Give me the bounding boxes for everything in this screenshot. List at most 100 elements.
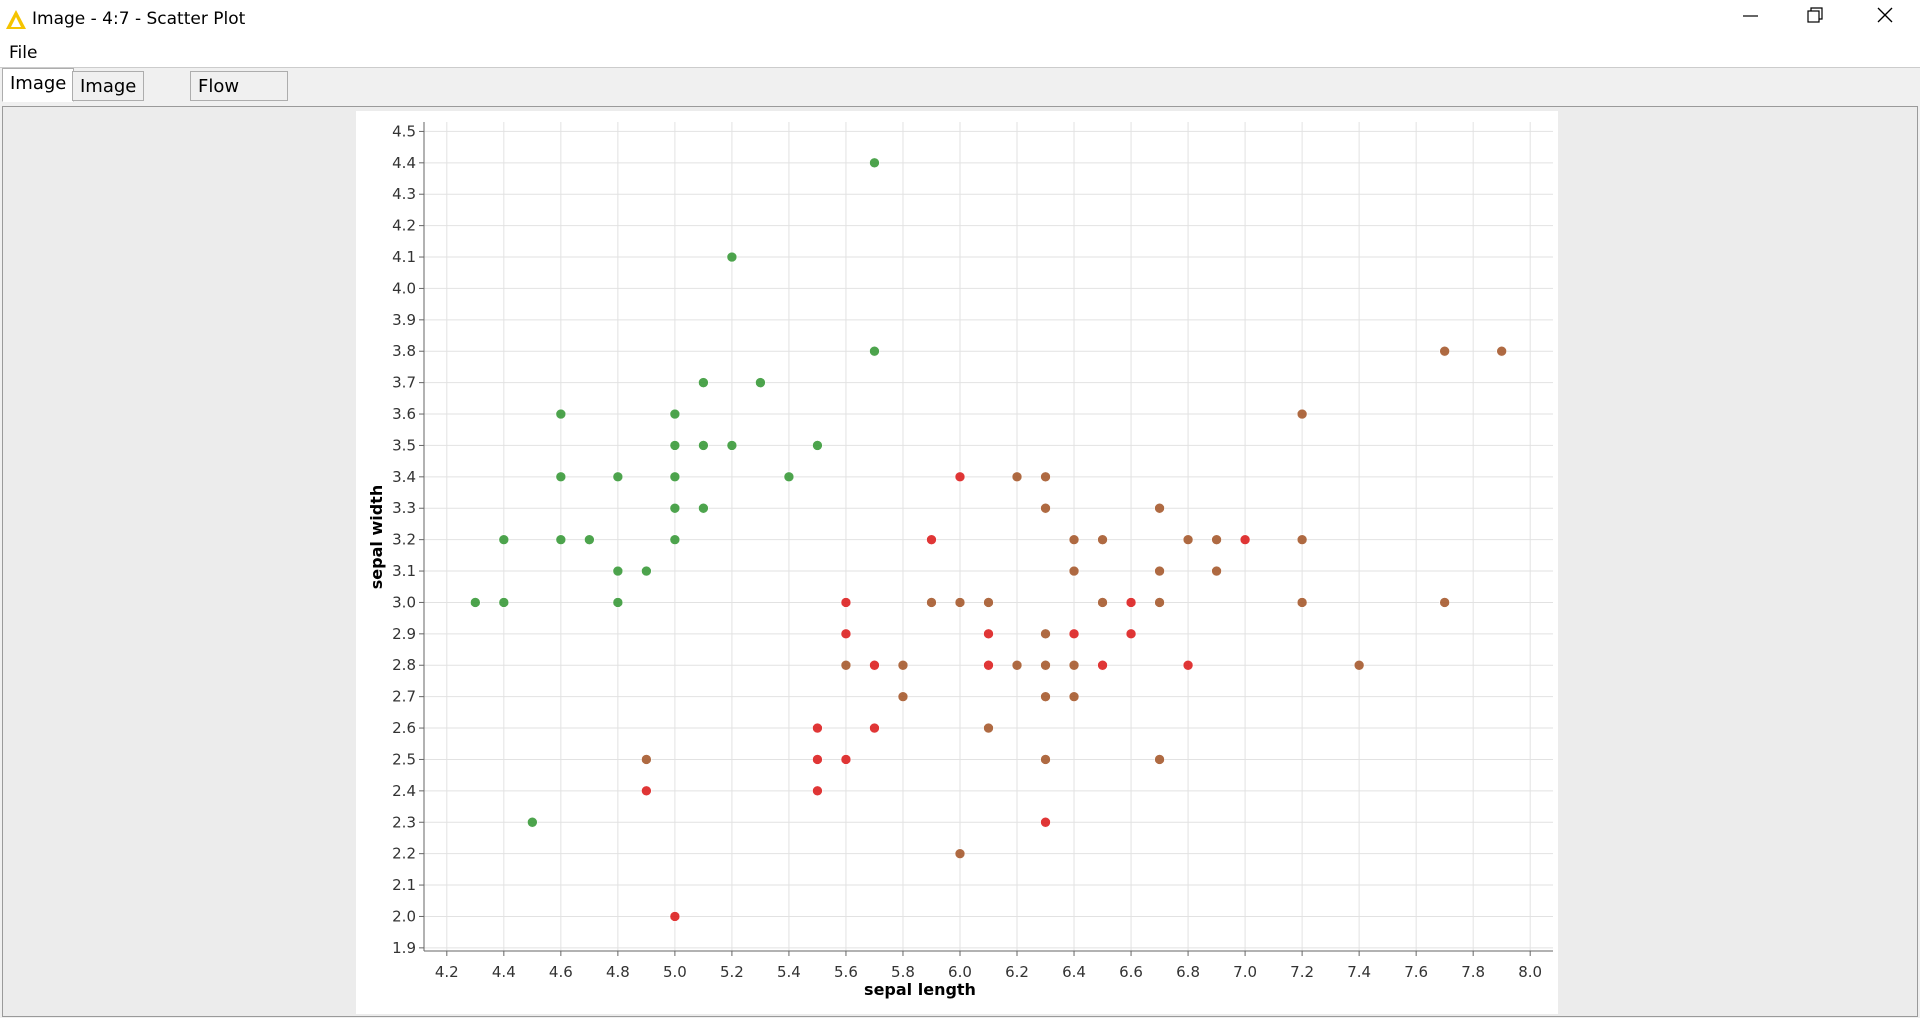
point — [641, 785, 652, 797]
point — [726, 440, 738, 451]
point — [641, 754, 652, 765]
title-bar: Image - 4:7 - Scatter Plot — [0, 0, 1920, 39]
point — [1068, 565, 1080, 577]
y-tick-label: 3.0 — [392, 593, 416, 611]
tab[interactable]: Image — [2, 68, 75, 102]
y-tick-label: 3.7 — [392, 374, 416, 392]
point — [641, 565, 652, 577]
point — [954, 597, 966, 608]
point — [1239, 534, 1251, 545]
point — [840, 597, 852, 608]
point — [470, 597, 481, 608]
point — [926, 534, 937, 545]
y-tick-label: 2.1 — [392, 876, 416, 894]
point — [1068, 534, 1080, 545]
point — [1068, 659, 1080, 671]
y-tick-label: 3.9 — [392, 311, 416, 329]
tab[interactable]: Image Spec — [72, 71, 145, 127]
point — [698, 502, 709, 514]
point — [755, 377, 766, 388]
menu-item[interactable]: File — [9, 43, 38, 63]
x-tick-label: 4.6 — [549, 963, 573, 981]
point — [1125, 628, 1137, 640]
point — [983, 659, 994, 671]
point — [954, 471, 966, 483]
point — [698, 440, 709, 451]
point — [1040, 471, 1051, 483]
app-icon — [6, 10, 26, 29]
point — [1296, 597, 1308, 608]
point — [1040, 659, 1051, 671]
point — [1296, 408, 1308, 420]
point — [1154, 597, 1165, 608]
x-tick-label: 8.0 — [1518, 963, 1542, 981]
point — [954, 848, 966, 859]
x-tick-label: 7.8 — [1461, 963, 1485, 981]
close-button[interactable] — [1877, 7, 1893, 23]
y-tick-label: 2.0 — [392, 907, 416, 925]
y-tick-label: 2.5 — [392, 750, 416, 768]
point — [1068, 628, 1080, 640]
point — [1154, 565, 1165, 577]
y-tick-label: 2.8 — [392, 656, 416, 674]
point — [1211, 534, 1222, 545]
y-tick-label: 2.3 — [392, 813, 416, 831]
point — [1496, 345, 1507, 357]
point — [1439, 345, 1450, 357]
point — [1353, 659, 1365, 671]
x-tick-label: 7.4 — [1347, 963, 1371, 981]
point — [983, 597, 994, 608]
y-tick-label: 4.2 — [392, 217, 416, 235]
y-tick-label: 4.4 — [392, 154, 416, 172]
x-tick-label: 5.0 — [663, 963, 687, 981]
chart: sepal length sepal width 4.2 4.4 4.6 4.8 5.0… — [356, 111, 1558, 1014]
restore-button[interactable] — [1807, 7, 1823, 23]
point — [783, 471, 795, 483]
window-title: Image - 4:7 - Scatter Plot — [32, 9, 246, 29]
point — [1439, 597, 1450, 608]
x-tick-label: 4.8 — [606, 963, 630, 981]
point — [612, 471, 624, 483]
y-tick-label: 3.4 — [392, 468, 416, 486]
point — [897, 659, 909, 671]
point — [1097, 597, 1108, 608]
point — [840, 659, 852, 671]
x-tick-label: 4.2 — [435, 963, 459, 981]
point — [669, 471, 681, 483]
point — [812, 785, 823, 797]
x-tick-label: 7.6 — [1404, 963, 1428, 981]
window-controls — [1743, 7, 1893, 23]
point — [669, 440, 681, 451]
point — [897, 691, 909, 702]
point — [840, 754, 852, 765]
point — [527, 816, 538, 828]
point — [1097, 534, 1108, 545]
y-tick-label: 2.2 — [392, 845, 416, 863]
x-tick-label: 5.6 — [834, 963, 858, 981]
point — [869, 157, 880, 169]
point — [726, 251, 738, 263]
y-axis-label: sepal width — [367, 485, 386, 589]
y-tick-label: 3.3 — [392, 499, 416, 517]
x-tick-label: 5.8 — [891, 963, 915, 981]
x-axis-label: sepal length — [864, 980, 976, 999]
point — [1040, 502, 1051, 514]
point — [498, 597, 510, 608]
point — [555, 534, 567, 545]
y-tick-label: 4.3 — [392, 185, 416, 203]
point — [812, 722, 823, 734]
point — [983, 628, 994, 640]
x-tick-label: 4.4 — [492, 963, 516, 981]
y-tick-label: 4.5 — [392, 122, 416, 140]
menu-bar: File — [0, 39, 1920, 68]
point — [1296, 534, 1308, 545]
y-tick-label: 4.1 — [392, 248, 416, 266]
y-tick-label: 4.0 — [392, 279, 416, 297]
x-tick-label: 5.2 — [720, 963, 744, 981]
point — [1097, 659, 1108, 671]
point — [1125, 597, 1137, 608]
x-tick-label: 6.6 — [1119, 963, 1143, 981]
point — [869, 722, 880, 734]
tab[interactable]: Flow Variables — [190, 71, 289, 127]
